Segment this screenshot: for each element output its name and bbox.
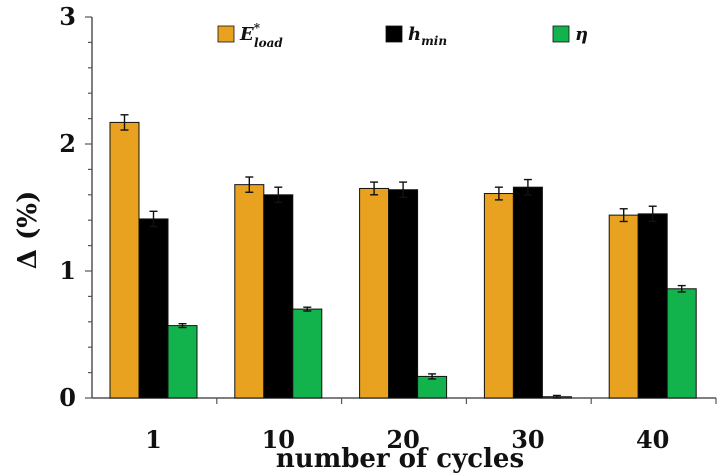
bar: [637, 213, 668, 399]
y-tick-labels: 0 1 2 3: [59, 2, 76, 412]
bar: [292, 308, 323, 399]
bar: [263, 194, 294, 399]
legend-swatch: [552, 25, 570, 43]
x-axis-title: number of cycles: [276, 444, 524, 474]
x-tick-label: 40: [636, 425, 669, 454]
bar: [512, 186, 543, 399]
y-axis-title: Δ (%): [13, 191, 43, 270]
y-tick-label: 2: [59, 129, 76, 158]
chart-bars: [109, 121, 697, 399]
x-tick-label: 20: [386, 425, 419, 454]
legend-swatch: [217, 25, 235, 43]
x-tick-label: 10: [262, 425, 295, 454]
bar: [666, 288, 697, 399]
x-tick-label: 30: [511, 425, 544, 454]
bar: [388, 189, 419, 399]
x-tick-labels: 1 10 20 30 40: [145, 425, 669, 454]
bar: [138, 218, 169, 399]
y-tick-label: 0: [59, 383, 76, 412]
bar: [167, 325, 198, 399]
legend-swatch: [385, 25, 403, 43]
chart-legend: E* load hmin η: [217, 21, 588, 50]
legend-label: hmin: [408, 24, 447, 48]
legend-label: E* load: [239, 21, 283, 50]
bar: [359, 187, 390, 399]
y-tick-label: 1: [59, 256, 76, 285]
bar: [109, 121, 140, 399]
bar: [483, 193, 514, 399]
chart-error-bars: [120, 114, 686, 399]
legend-label: η: [575, 24, 588, 45]
bar: [608, 214, 639, 399]
x-tick-label: 1: [145, 425, 162, 454]
bar: [234, 184, 265, 399]
y-tick-label: 3: [59, 2, 76, 31]
